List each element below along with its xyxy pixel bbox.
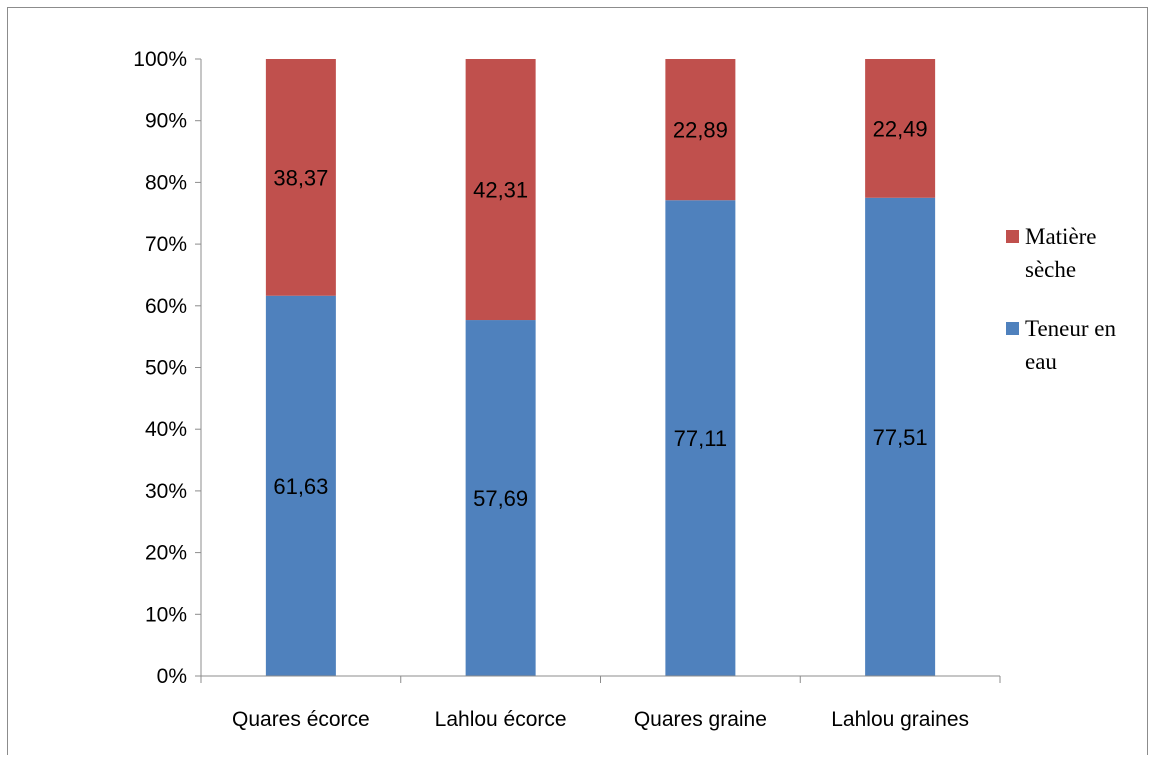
x-tick-label-lahlou-ecorce: Lahlou écorce [435,708,567,731]
labels-group: 61,63 38,37 57,69 42,31 77,11 22,89 77,51 22,49… [133,48,969,731]
y-tick-label-1: 10% [145,603,187,626]
data-label-matiere-seche-lahlou-graines: 22,49 [873,116,928,141]
x-tick-label-lahlou-graines: Lahlou graines [831,708,969,731]
legend-label-teneur-en-eau: Teneur en eau [1025,316,1116,374]
legend-label-matiere-seche: Matière sèche [1025,224,1097,282]
data-label-teneur-en-eau-lahlou-graines: 77,51 [873,425,928,450]
data-label-matiere-seche-quares-graine: 22,89 [673,118,728,143]
bar-matiere-seche-lahlou-graines [865,59,936,198]
y-tick-label-4: 40% [145,418,187,441]
x-tick-label-quares-ecorce: Quares écorce [232,708,370,731]
y-tick-label-8: 80% [145,171,187,194]
data-label-teneur-en-eau-quares-graine: 77,11 [674,426,727,451]
legend-swatch-teneur-en-eau [1006,322,1019,335]
y-tick-label-10: 100% [133,48,187,71]
bar-matiere-seche-quares-graine [665,59,736,201]
bar-teneur-en-eau-lahlou-ecorce [465,320,536,676]
data-label-teneur-en-eau-quares-ecorce: 61,63 [273,474,328,499]
chart-frame [7,7,1148,755]
bars-group [265,59,936,676]
y-tick-label-7: 70% [145,233,187,256]
y-tick-label-0: 0% [157,665,187,688]
data-label-matiere-seche-lahlou-ecorce: 42,31 [473,178,528,203]
bar-matiere-seche-quares-ecorce [265,59,336,296]
axes-group [195,58,1001,683]
y-tick-label-2: 20% [145,542,187,565]
legend: Matière sèche Teneur en eau [1006,224,1116,374]
y-tick-label-5: 50% [145,357,187,380]
legend-swatch-matiere-seche [1006,230,1019,243]
data-label-teneur-en-eau-lahlou-ecorce: 57,69 [473,486,528,511]
bar-matiere-seche-lahlou-ecorce [465,59,536,321]
bar-teneur-en-eau-quares-graine [665,200,736,676]
bar-teneur-en-eau-lahlou-graines [865,197,936,676]
x-tick-label-quares-graine: Quares graine [634,708,767,731]
y-tick-label-6: 60% [145,295,187,318]
y-tick-label-9: 90% [145,110,187,133]
data-label-matiere-seche-quares-ecorce: 38,37 [273,165,328,190]
y-tick-label-3: 30% [145,480,187,503]
bar-teneur-en-eau-quares-ecorce [265,295,336,676]
